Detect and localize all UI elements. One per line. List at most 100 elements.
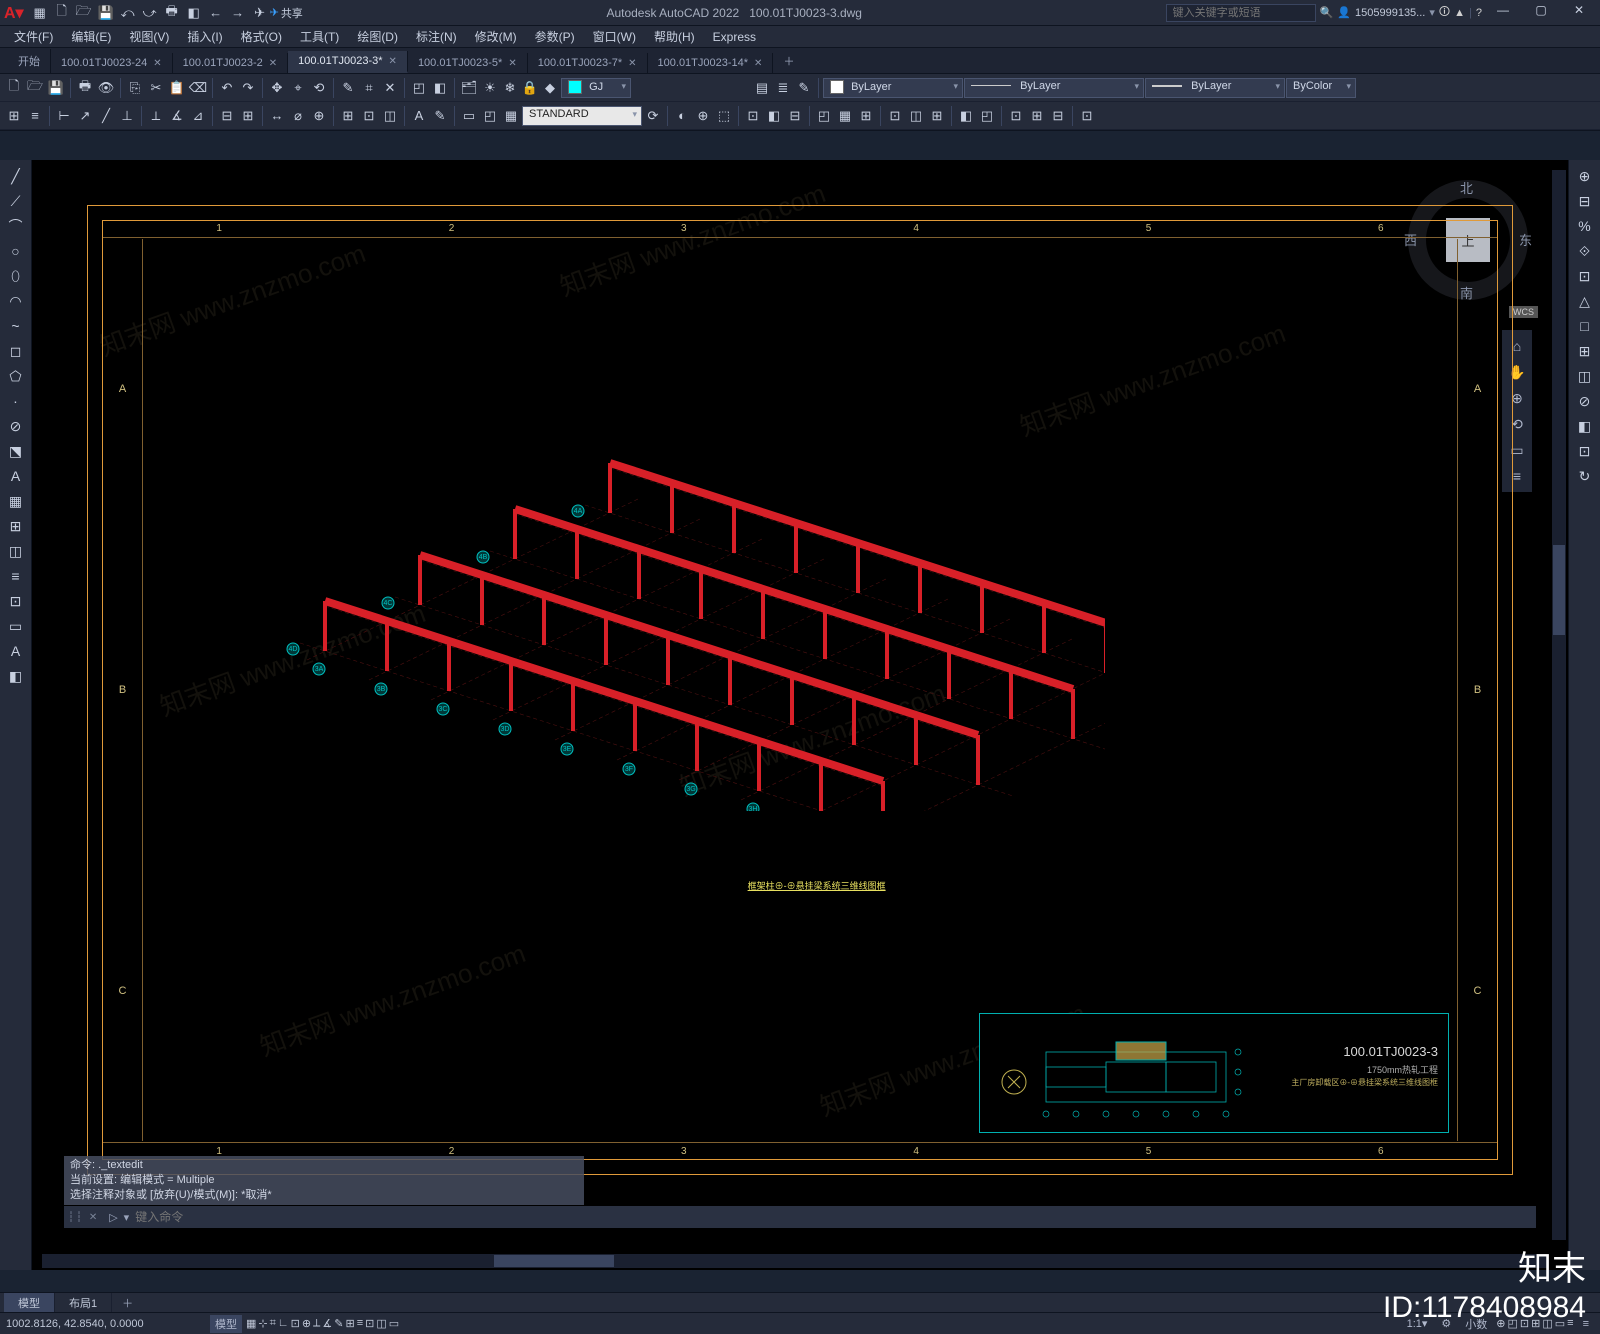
draw-tool-icon[interactable]: ◧ <box>2 664 30 688</box>
toolbar-icon[interactable]: ⎘ <box>125 78 145 98</box>
dim-tool-icon[interactable]: ⊞ <box>338 106 358 126</box>
dim-tool-icon[interactable]: ⊡ <box>359 106 379 126</box>
layer-tool-icon[interactable]: ≣ <box>773 78 793 98</box>
misc-tool-icon[interactable]: ⬚ <box>714 106 734 126</box>
modify-tool-icon[interactable]: □ <box>1571 314 1599 338</box>
modify-tool-icon[interactable]: ↻ <box>1571 464 1599 488</box>
menu-item[interactable]: 窗口(W) <box>585 26 644 47</box>
toolbar-icon[interactable]: 🗋 <box>4 78 24 98</box>
status-toggle-icon[interactable]: ⌗ <box>270 1317 276 1330</box>
misc-tool-icon[interactable]: ⊕ <box>693 106 713 126</box>
qat-icon[interactable]: ◧ <box>184 3 204 23</box>
misc-tool-icon[interactable]: ⊟ <box>785 106 805 126</box>
status-toggle-icon[interactable]: ⊡ <box>291 1317 300 1330</box>
modify-tool-icon[interactable]: ⊕ <box>1571 164 1599 188</box>
viewcube-wcs-badge[interactable]: WCS <box>1509 306 1538 318</box>
menu-item[interactable]: 帮助(H) <box>646 26 703 47</box>
qat-icon[interactable]: 🖶 <box>162 3 182 23</box>
scrollbar-thumb[interactable] <box>494 1255 614 1267</box>
file-tab[interactable]: 100.01TJ0023-24✕ <box>51 53 173 73</box>
draw-tool-icon[interactable]: ⬔ <box>2 439 30 463</box>
draw-tool-icon[interactable]: ○ <box>2 239 30 263</box>
layer-tool-icon[interactable]: ✎ <box>794 78 814 98</box>
dim-tool-icon[interactable]: ╱ <box>96 106 116 126</box>
modify-tool-icon[interactable]: △ <box>1571 289 1599 313</box>
misc-tool-icon[interactable]: ⟳ <box>643 106 663 126</box>
linetype-dropdown[interactable]: ByLayer <box>964 78 1144 98</box>
qat-icon[interactable]: ✈ <box>250 3 270 23</box>
file-tab[interactable]: 100.01TJ0023-2✕ <box>173 53 289 73</box>
modify-tool-icon[interactable]: ⊟ <box>1571 189 1599 213</box>
menu-item[interactable]: 格式(O) <box>233 26 290 47</box>
dim-tool-icon[interactable]: ↔ <box>267 106 287 126</box>
toolbar-icon[interactable]: 👁 <box>96 78 116 98</box>
modify-tool-icon[interactable]: ⊡ <box>1571 439 1599 463</box>
dim-tool-icon[interactable]: ⊟ <box>217 106 237 126</box>
modify-tool-icon[interactable]: ⊘ <box>1571 389 1599 413</box>
status-toggle-icon[interactable]: ⊕ <box>302 1317 311 1330</box>
status-toggle-icon[interactable]: ⟂ <box>313 1317 320 1330</box>
menu-item[interactable]: 视图(V) <box>121 26 177 47</box>
dim-tool-icon[interactable]: ▭ <box>459 106 479 126</box>
close-tab-icon[interactable]: ✕ <box>389 56 397 67</box>
misc-tool-icon[interactable]: ⊞ <box>1027 106 1047 126</box>
toolbar-icon[interactable]: ◰ <box>409 78 429 98</box>
layer-state-icon[interactable]: 🔒 <box>520 78 540 98</box>
status-toggle-icon[interactable]: ▦ <box>246 1317 256 1330</box>
coordinate-readout[interactable]: 1002.8126, 42.8540, 0.0000 <box>6 1318 206 1330</box>
close-tab-icon[interactable]: ✕ <box>754 58 762 69</box>
status-toggle-icon[interactable]: ≡ <box>357 1317 363 1330</box>
dim-tool-icon[interactable]: ⟂ <box>146 106 166 126</box>
apps-icon[interactable]: 🛈 <box>1439 3 1450 22</box>
toolbar-icon[interactable]: ✕ <box>380 78 400 98</box>
dim-tool-icon[interactable]: ⊿ <box>188 106 208 126</box>
close-tab-icon[interactable]: ✕ <box>269 58 277 69</box>
new-layout-button[interactable]: ＋ <box>112 1293 143 1313</box>
menu-item[interactable]: 文件(F) <box>6 26 61 47</box>
new-tab-button[interactable]: ＋ <box>773 49 804 73</box>
misc-tool-icon[interactable]: ⊡ <box>1077 106 1097 126</box>
modify-tool-icon[interactable]: ⊞ <box>1571 339 1599 363</box>
status-toggle-icon[interactable]: ⊞ <box>345 1317 354 1330</box>
start-tab[interactable]: 开始 <box>8 49 51 73</box>
toolbar-icon[interactable]: ⌫ <box>188 78 208 98</box>
draw-tool-icon[interactable]: · <box>2 389 30 413</box>
qat-icon[interactable]: ▦ <box>30 3 50 23</box>
menu-item[interactable]: 修改(M) <box>467 26 525 47</box>
misc-tool-icon[interactable]: ⊡ <box>1006 106 1026 126</box>
misc-tool-icon[interactable]: ⊟ <box>1048 106 1068 126</box>
qat-icon[interactable]: ← <box>206 3 226 23</box>
draw-tool-icon[interactable]: ⌒ <box>2 214 30 238</box>
scrollbar-thumb[interactable] <box>1553 545 1565 635</box>
share-label[interactable]: 共享 <box>281 5 303 21</box>
file-tab[interactable]: 100.01TJ0023-14*✕ <box>648 53 774 73</box>
dim-tool-icon[interactable]: ⊢ <box>54 106 74 126</box>
draw-tool-icon[interactable]: ⊞ <box>2 514 30 538</box>
toolbar-icon[interactable]: ✎ <box>338 78 358 98</box>
toolbar-icon[interactable]: ⌗ <box>359 78 379 98</box>
misc-tool-icon[interactable]: ◰ <box>977 106 997 126</box>
draw-tool-icon[interactable]: ◻ <box>2 339 30 363</box>
misc-tool-icon[interactable]: ⊞ <box>927 106 947 126</box>
misc-tool-icon[interactable]: ⊡ <box>743 106 763 126</box>
menu-item[interactable]: 参数(P) <box>527 26 583 47</box>
status-toggle-icon[interactable]: ◫ <box>376 1317 386 1330</box>
modify-tool-icon[interactable]: ◧ <box>1571 414 1599 438</box>
maximize-button[interactable]: ▢ <box>1524 3 1558 23</box>
status-toggle-icon[interactable]: ▭ <box>389 1317 399 1330</box>
draw-tool-icon[interactable]: ◫ <box>2 539 30 563</box>
status-toggle-icon[interactable]: ∟ <box>278 1317 289 1330</box>
dim-tool-icon[interactable]: ∡ <box>167 106 187 126</box>
drawing-viewport[interactable]: 上 北 南 东 西 WCS ⌂✋⊕⟲▭≡ 知末网 www.znzmo.com 知… <box>32 160 1568 1270</box>
share-icon[interactable]: ✈ <box>270 6 279 19</box>
draw-tool-icon[interactable]: ◠ <box>2 289 30 313</box>
menu-item[interactable]: 绘图(D) <box>349 26 406 47</box>
viewport-scrollbar-vertical[interactable] <box>1552 170 1566 1240</box>
dimstyle-dropdown[interactable]: STANDARD <box>522 106 642 126</box>
dim-tool-icon[interactable]: ⌀ <box>288 106 308 126</box>
modify-tool-icon[interactable]: ⊡ <box>1571 264 1599 288</box>
dim-tool-icon[interactable]: ⊕ <box>309 106 329 126</box>
draw-tool-icon[interactable]: A <box>2 639 30 663</box>
toolbar-icon[interactable]: ⟲ <box>309 78 329 98</box>
user-name[interactable]: 1505999135... <box>1355 7 1425 19</box>
